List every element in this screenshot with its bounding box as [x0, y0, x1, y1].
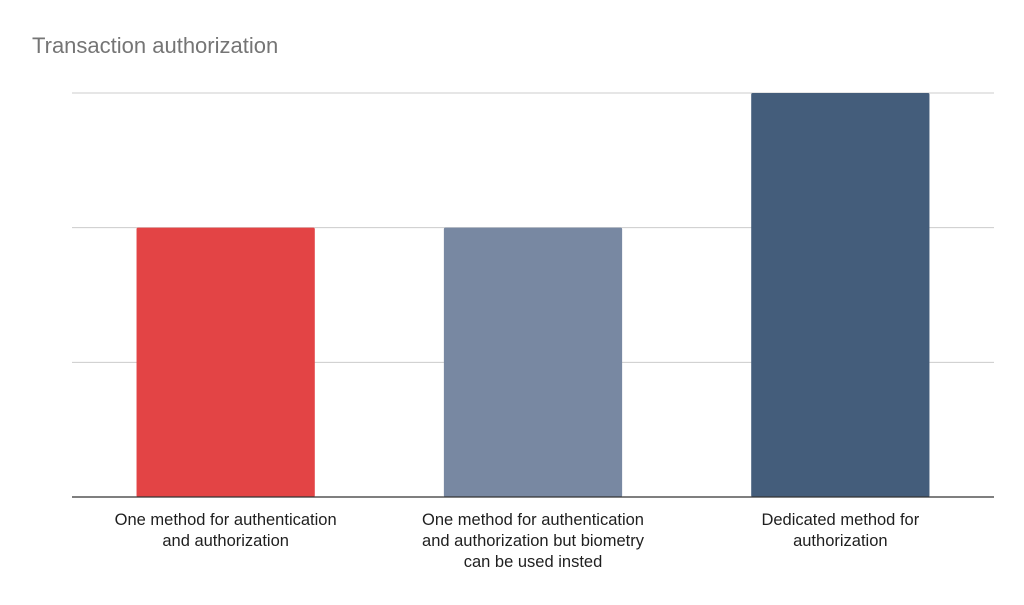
category-label-3: Dedicated method for authorization [761, 511, 920, 550]
bar-1 [136, 227, 315, 497]
bar-3 [751, 93, 930, 497]
chart-title: Transaction authorization [32, 33, 279, 58]
category-label-1: One method for authentication and author… [114, 511, 337, 550]
category-label-2: One method for authentication and author… [422, 511, 644, 571]
bars [136, 93, 930, 497]
bar-2 [443, 227, 623, 497]
